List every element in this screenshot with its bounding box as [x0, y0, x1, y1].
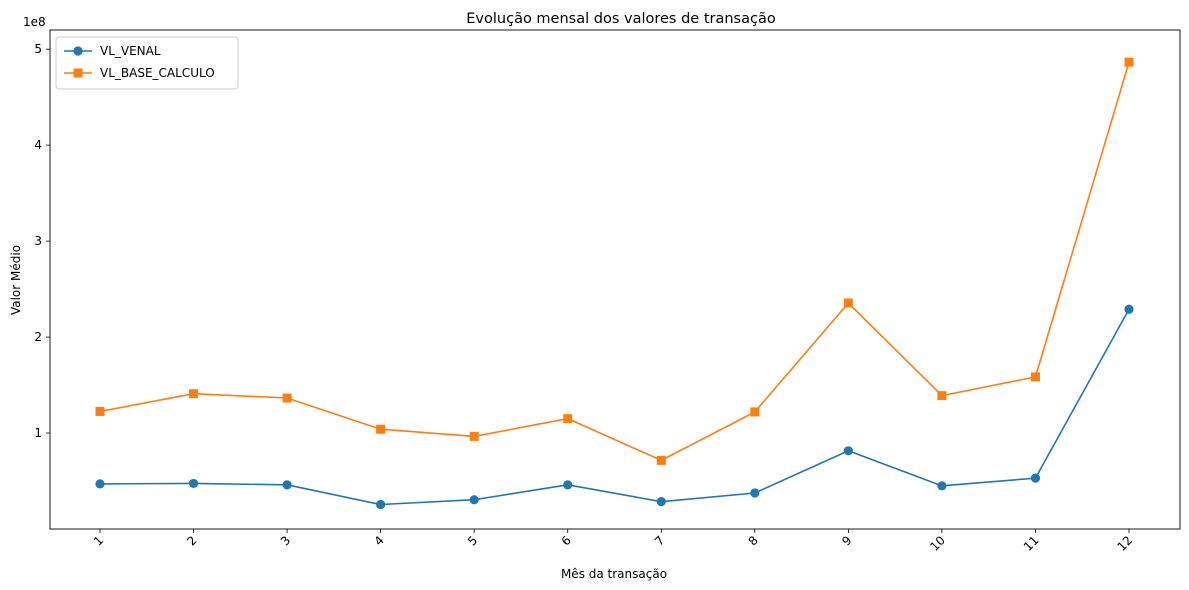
data-point: [750, 488, 760, 498]
legend-label: VL_BASE_CALCULO: [100, 66, 215, 80]
data-point: [376, 499, 386, 510]
data-point: [282, 393, 292, 403]
plot-frame: [49, 29, 1181, 530]
x-axis-label: Mês da transação: [561, 567, 667, 581]
data-point: [937, 481, 947, 491]
y-tick-label: 3: [34, 234, 42, 248]
series-line-vl-venal: [99, 308, 1130, 506]
data-point: [1124, 57, 1134, 67]
y-tick-label: 2: [34, 330, 42, 344]
data-point: [188, 478, 199, 489]
y-axis-label: Valor Médio: [9, 245, 23, 315]
y-axis-offset-text: 1e8: [23, 15, 46, 29]
data-point: [843, 298, 853, 308]
data-point: [376, 424, 386, 434]
x-tick-label: 8: [746, 533, 761, 548]
y-tick-label: 5: [34, 42, 42, 56]
data-point: [1124, 304, 1134, 314]
x-tick-label: 5: [465, 533, 480, 548]
data-point: [469, 431, 479, 441]
series-line-vl-base-calculo: [99, 61, 1130, 462]
legend-marker: [73, 68, 83, 78]
chart-title: Evolução mensal dos valores de transação: [466, 11, 776, 27]
data-point: [1030, 372, 1040, 382]
legend: VL_VENAL VL_BASE_CALCULO: [55, 36, 239, 90]
x-tick-label: 4: [371, 533, 386, 548]
x-tick-label: 11: [1021, 533, 1042, 554]
x-tick-label: 10: [927, 533, 948, 554]
x-tick-label: 7: [652, 533, 667, 548]
data-point: [843, 446, 853, 456]
data-point: [656, 455, 666, 465]
data-point: [189, 389, 199, 399]
legend-marker: [73, 46, 83, 56]
data-point: [95, 479, 105, 489]
x-tick-label: 3: [278, 533, 293, 548]
data-point: [750, 407, 760, 417]
data-point: [563, 414, 573, 424]
x-tick-label: 12: [1114, 533, 1135, 554]
legend-box: [55, 36, 239, 90]
data-point: [469, 495, 479, 505]
legend-label: VL_VENAL: [100, 44, 161, 58]
x-tick-label: 6: [559, 533, 574, 548]
y-tick-label: 1: [34, 426, 42, 440]
x-tick-label: 2: [184, 533, 199, 548]
x-tick-label: 1: [91, 533, 106, 548]
x-tick-label: 9: [839, 533, 854, 548]
data-point: [282, 480, 292, 490]
y-tick-label: 4: [34, 138, 42, 152]
data-point: [937, 391, 947, 401]
data-point: [656, 497, 666, 507]
data-point: [95, 406, 105, 416]
data-point: [563, 480, 573, 490]
data-point: [1030, 473, 1041, 483]
